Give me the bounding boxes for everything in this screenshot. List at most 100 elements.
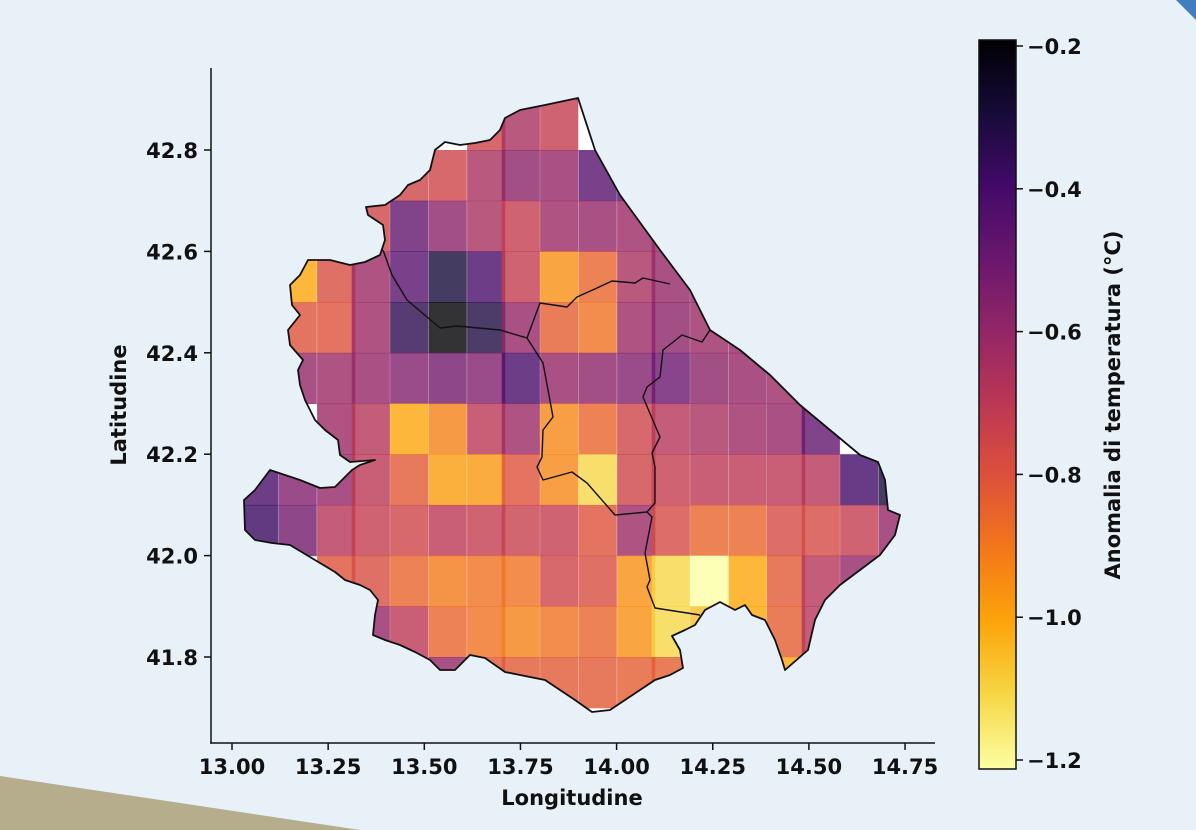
heatmap-cell <box>840 454 879 506</box>
heatmap-cell <box>767 504 806 557</box>
heatmap-cell <box>428 150 467 202</box>
heatmap-cell <box>578 555 617 607</box>
decorative-corner-top-right <box>1176 0 1196 20</box>
heatmap-cell <box>351 302 390 354</box>
heatmap-cell <box>728 454 767 506</box>
heatmap-cell <box>390 200 429 252</box>
heatmap-cell <box>540 251 579 303</box>
x-tick-label: 14.00 <box>583 755 649 779</box>
heatmap-cell <box>501 200 540 252</box>
heatmap-cell <box>428 352 467 405</box>
heatmap-cell <box>317 504 356 557</box>
heatmap-cell <box>578 200 617 252</box>
heatmap-cell <box>690 454 729 506</box>
heatmap-cell <box>501 403 540 455</box>
y-tick-label: 42.0 <box>146 545 198 569</box>
heatmap-cell <box>578 606 617 658</box>
heatmap-cell <box>390 302 429 354</box>
heatmap-cell <box>467 150 506 202</box>
heatmap-cell <box>578 302 617 354</box>
heatmap-cell <box>501 606 540 658</box>
heatmap-cell <box>578 454 617 506</box>
province-border <box>526 277 671 339</box>
heatmap-cell <box>428 403 467 455</box>
heatmap-cell <box>428 555 467 607</box>
heatmap-cell <box>578 657 617 709</box>
x-tick-label: 13.75 <box>487 755 553 779</box>
heatmap-cell <box>651 302 690 354</box>
heatmap-cell <box>767 403 806 455</box>
heatmap-cell <box>390 454 429 506</box>
heatmap-cell <box>840 504 879 557</box>
heatmap-cell <box>351 504 390 557</box>
heatmap-cell <box>428 606 467 658</box>
colorbar-tick-label: −1.2 <box>1027 749 1082 773</box>
heatmap-cell <box>728 555 767 607</box>
heatmap-cell <box>428 200 467 252</box>
heatmap-cell <box>617 454 656 506</box>
colorbar-tick-label: −0.6 <box>1027 321 1082 345</box>
heatmap-cell <box>390 504 429 557</box>
colorbar-tick-label: −0.2 <box>1027 35 1082 59</box>
heatmap-cell <box>578 251 617 303</box>
heatmap-cell <box>501 352 540 405</box>
heatmap-cell <box>540 99 579 151</box>
heatmap-cell <box>540 403 579 455</box>
colorbar-tick-label: −0.8 <box>1027 463 1082 487</box>
heatmap-cell <box>467 200 506 252</box>
heatmap-cell <box>501 504 540 557</box>
heatmap-cell <box>540 302 579 354</box>
heatmap-cell <box>728 403 767 455</box>
province-border <box>382 249 648 516</box>
heatmap-cell <box>428 454 467 506</box>
colorbar-tick-label: −1.0 <box>1027 606 1082 630</box>
colorbar: −0.2 −0.4 −0.6 −0.8 −1.0 −1.2 Anomalia di tem… <box>978 35 1125 773</box>
heatmap-cell <box>690 403 729 455</box>
y-axis-label: Latitudine <box>107 344 131 465</box>
y-tick-label: 42.6 <box>146 240 198 264</box>
heatmap-cell <box>540 150 579 202</box>
heatmap-cell <box>467 352 506 405</box>
heatmap-cell <box>767 454 806 506</box>
y-tick-label: 42.8 <box>146 139 198 163</box>
heatmap-cell <box>501 302 540 354</box>
heatmap-cell <box>467 504 506 557</box>
heatmap-cell <box>390 403 429 455</box>
region-outline <box>243 97 901 713</box>
heatmap-cell <box>351 352 390 405</box>
colorbar-tick-label: −0.4 <box>1027 178 1082 202</box>
heatmap-cell <box>351 403 390 455</box>
heatmap-cell <box>578 504 617 557</box>
heatmap-cell <box>467 403 506 455</box>
heatmap-cell <box>540 454 579 506</box>
heatmap-cell <box>728 504 767 557</box>
heatmap-cell <box>501 150 540 202</box>
axes: 13.00 13.25 13.50 13.75 14.00 14.25 14.50 14.75… <box>107 68 938 810</box>
heatmap-cell <box>540 200 579 252</box>
heatmap-cell <box>801 504 840 557</box>
heatmap-cell <box>501 251 540 303</box>
x-tick-label: 14.50 <box>776 755 842 779</box>
heatmap-cell <box>690 555 729 607</box>
heatmap-cell <box>501 454 540 506</box>
heatmap-cell <box>767 555 806 607</box>
heatmap-cell <box>428 251 467 303</box>
heatmap-cell <box>390 352 429 405</box>
colorbar-gradient <box>978 39 1017 770</box>
heatmap-cell <box>467 251 506 303</box>
heatmap-cell <box>467 606 506 658</box>
heatmap-cell <box>390 251 429 303</box>
heatmap-cell <box>617 352 656 405</box>
y-tick-label: 42.4 <box>146 342 198 366</box>
heatmap-cell <box>467 555 506 607</box>
x-tick-label: 13.00 <box>199 755 265 779</box>
x-axis-label: Longitudine <box>501 786 642 810</box>
x-tick-label: 14.75 <box>872 755 938 779</box>
heatmap-cell <box>317 302 356 354</box>
heatmap-cell <box>617 302 656 354</box>
y-tick-label: 42.2 <box>146 443 198 467</box>
heatmap-cell <box>428 504 467 557</box>
heatmap-cell <box>578 352 617 405</box>
heatmap-cell <box>578 403 617 455</box>
